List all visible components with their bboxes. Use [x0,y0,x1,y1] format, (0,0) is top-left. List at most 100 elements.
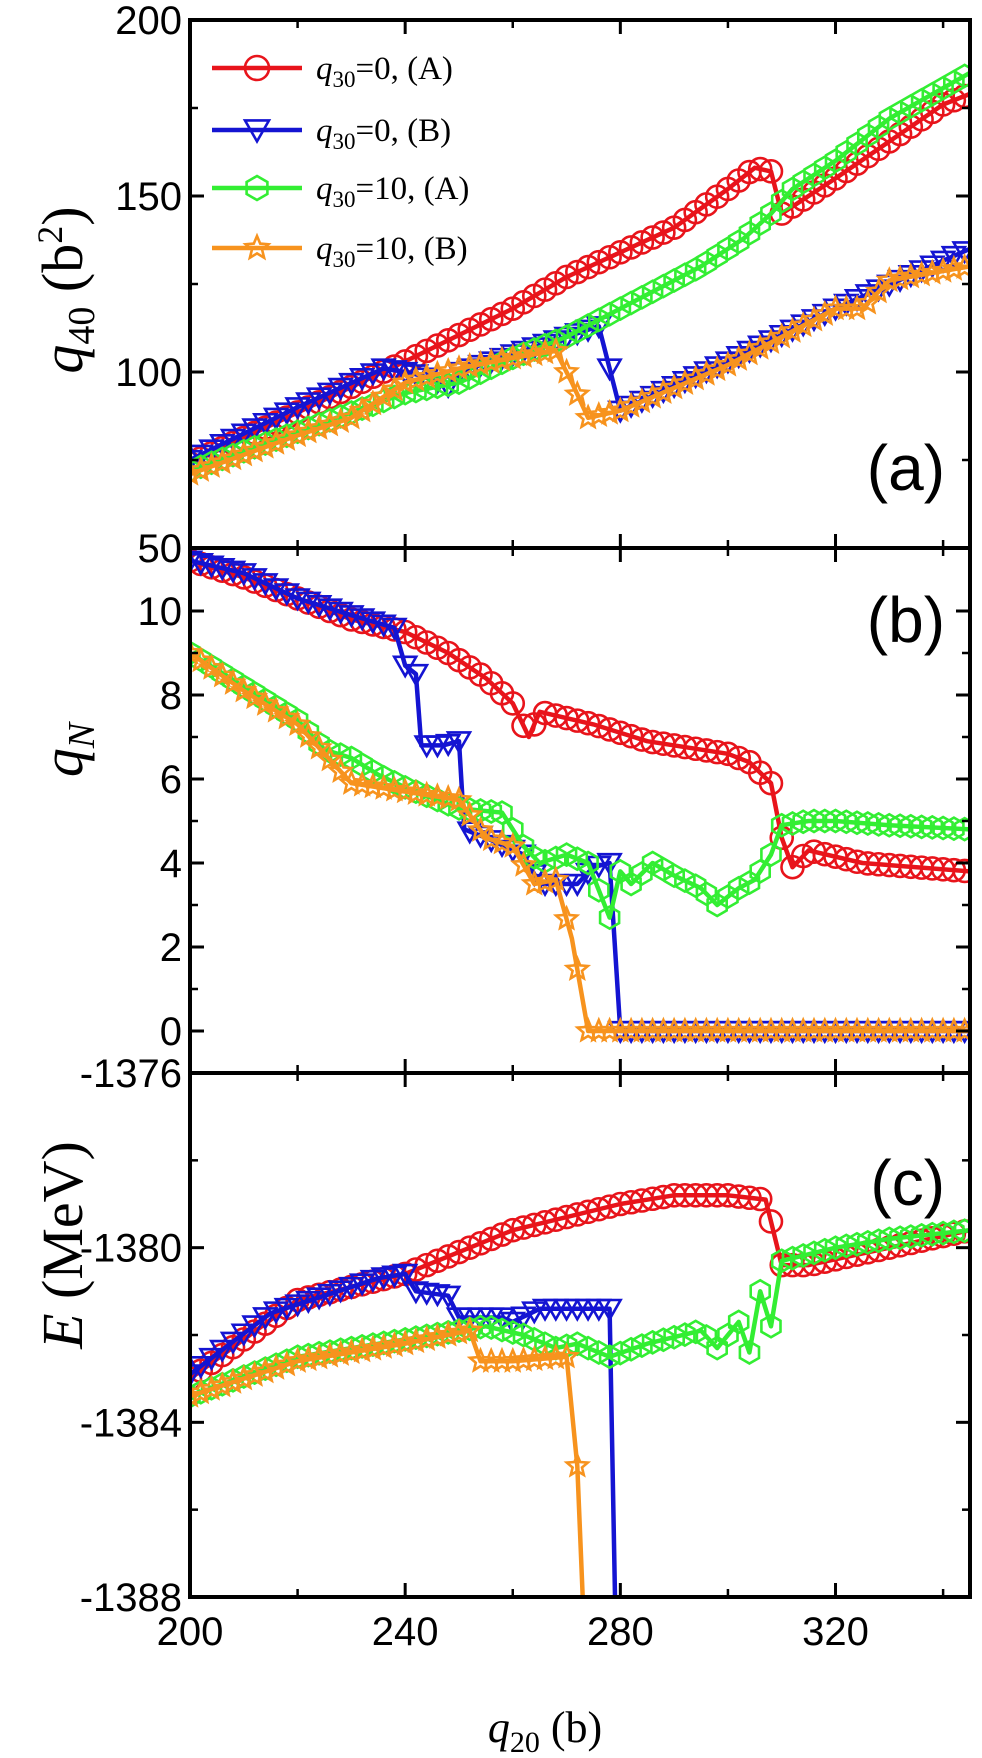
data-point [316,1283,344,1308]
data-point [316,745,344,772]
data-point [641,850,664,876]
data-point [747,1186,773,1212]
data-point [284,588,311,612]
data-point [348,608,376,632]
data-point [209,434,236,458]
x-axis-title: q20 (b) [488,1703,602,1758]
data-point [724,344,753,371]
data-point [456,1316,484,1343]
y-tick-label: 100 [115,351,182,395]
data-point [907,260,936,287]
data-point [929,250,957,274]
data-point [641,279,664,305]
data-point [715,741,741,767]
data-point [652,1327,675,1353]
data-point [510,1306,537,1330]
panel-frame-2 [188,1071,972,1599]
data-point [415,376,438,402]
svg-text:q30=0, (B): q30=0, (B) [316,113,451,154]
data-point [491,1317,513,1343]
data-point [564,873,591,898]
data-point [597,244,622,270]
data-point [900,1224,922,1250]
data-point [445,731,473,755]
data-point [747,156,773,182]
data-point [198,1347,225,1372]
data-point [197,1374,226,1401]
data-point [727,229,750,255]
data-point [878,1226,901,1252]
data-point [921,1221,944,1247]
y-axis-title-c: E (MeV) [30,1141,95,1350]
data-point [230,1323,258,1347]
series-line-3-panel-1 [190,651,970,920]
data-point [952,858,970,884]
y-tick-label: 8 [160,674,182,718]
data-point [929,256,957,283]
data-point [370,1332,398,1359]
data-point [348,1336,376,1363]
data-point [208,448,236,475]
data-point [651,220,676,245]
data-point [781,810,804,837]
data-point [792,1242,815,1269]
y-tick-label: -1380 [80,1227,182,1271]
data-point [760,842,782,868]
data-point [295,591,322,615]
data-point [749,1278,771,1304]
data-point [219,428,247,452]
data-point [190,459,204,486]
data-point [531,867,559,894]
data-point [563,955,592,982]
data-point [758,1209,784,1234]
data-point [738,870,761,896]
data-point [359,389,387,416]
data-point [370,382,398,409]
data-point [348,1273,376,1297]
data-point [295,1290,322,1315]
data-point [574,403,602,430]
data-point [251,689,280,716]
data-point [499,831,527,858]
data-point [327,601,354,625]
data-point [241,1315,268,1339]
data-point [316,598,344,622]
data-point [768,322,796,349]
data-point [921,814,944,840]
data-point [359,1334,387,1361]
data-point [727,875,750,901]
x-tick-label: 320 [802,1610,869,1654]
legend-marker-star [242,232,272,261]
data-point [585,401,613,428]
data-point [412,362,441,389]
data-point [262,1353,290,1380]
data-point [921,81,944,107]
data-point [402,1327,430,1354]
y-axis-title-a: q40 (b2) [30,206,103,373]
data-point [348,368,376,392]
data-point [941,857,967,883]
data-point [284,397,311,421]
data-point [598,905,621,931]
data-point [499,1346,527,1373]
y-tick-label: 6 [160,758,182,802]
data-point [778,316,807,343]
data-point [251,1357,280,1384]
data-point [381,617,408,641]
data-point [240,1360,269,1387]
data-point [198,555,225,579]
data-point [477,347,505,374]
data-point [596,1298,623,1322]
data-point [628,387,656,414]
data-point [867,114,890,140]
data-point [598,301,621,327]
data-point [284,1294,311,1318]
data-point [190,1383,201,1409]
data-point [681,364,710,391]
data-point [910,87,933,113]
data-point [190,553,214,577]
data-point [425,1248,450,1274]
legend-marker-hexagon [245,174,269,202]
data-point [792,169,815,195]
data-point [273,1350,301,1377]
